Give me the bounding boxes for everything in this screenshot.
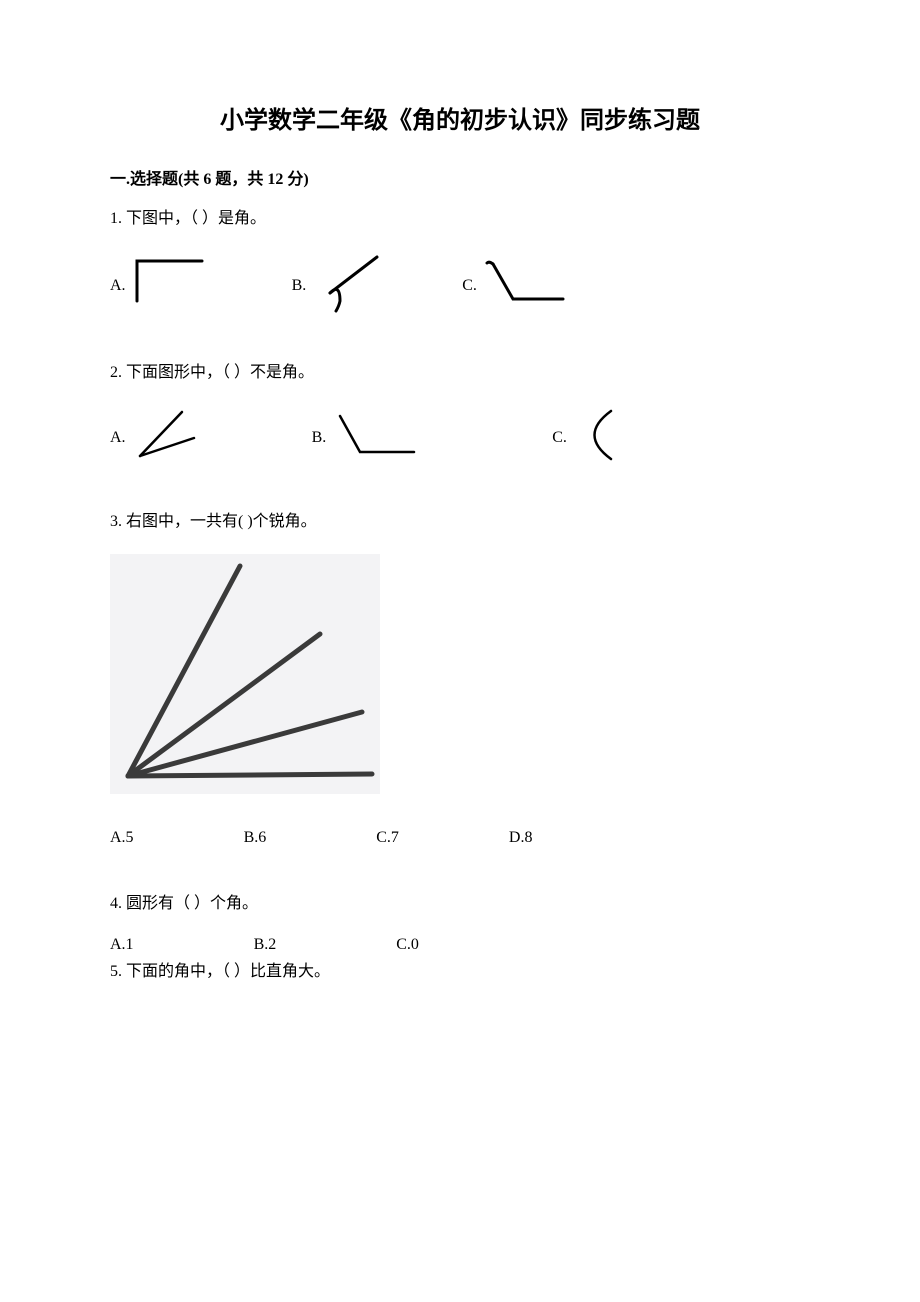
question-4-options: A.1 B.2 C.0 bbox=[110, 936, 810, 954]
q1-option-a: A. bbox=[110, 256, 212, 316]
question-1-text: 1. 下图中，（ ）是角。 bbox=[110, 207, 810, 231]
q2-shape-c-icon bbox=[573, 405, 618, 470]
q1-option-b-label: B. bbox=[292, 277, 307, 295]
q4-option-b: B.2 bbox=[254, 936, 277, 954]
question-3-text: 3. 右图中，一共有( )个锐角。 bbox=[110, 510, 810, 534]
q3-option-c: C.7 bbox=[376, 829, 399, 847]
q2-shape-b-icon bbox=[332, 410, 422, 465]
q1-option-c: C. bbox=[462, 259, 573, 314]
q1-option-c-label: C. bbox=[462, 277, 477, 295]
q3-option-a: A.5 bbox=[110, 829, 134, 847]
q2-option-b-label: B. bbox=[312, 429, 327, 447]
question-2-options: A. B. C. bbox=[110, 405, 810, 470]
fan-rays-icon bbox=[110, 554, 380, 794]
question-3-figure bbox=[110, 554, 810, 799]
question-5-text: 5. 下面的角中，（ ）比直角大。 bbox=[110, 960, 810, 984]
q4-option-a: A.1 bbox=[110, 936, 134, 954]
q2-option-b: B. bbox=[312, 410, 423, 465]
question-2-text: 2. 下面图形中，（ ）不是角。 bbox=[110, 361, 810, 385]
q2-shape-a-icon bbox=[132, 406, 202, 469]
q3-option-d: D.8 bbox=[509, 829, 533, 847]
q1-shape-a-icon bbox=[132, 256, 212, 316]
page-title: 小学数学二年级《角的初步认识》同步练习题 bbox=[110, 100, 810, 135]
question-3-options: A.5 B.6 C.7 D.8 bbox=[110, 829, 810, 847]
q2-option-a: A. bbox=[110, 406, 202, 469]
section-heading: 一.选择题(共 6 题，共 12 分) bbox=[110, 165, 810, 189]
q1-shape-b-icon bbox=[312, 251, 382, 321]
q2-option-a-label: A. bbox=[110, 429, 126, 447]
q1-option-a-label: A. bbox=[110, 277, 126, 295]
q4-option-c: C.0 bbox=[396, 936, 419, 954]
q1-shape-c-icon bbox=[483, 259, 573, 314]
q2-option-c-label: C. bbox=[552, 429, 567, 447]
question-4-text: 4. 圆形有（ ）个角。 bbox=[110, 892, 810, 916]
q1-option-b: B. bbox=[292, 251, 383, 321]
question-1-options: A. B. C. bbox=[110, 251, 810, 321]
q3-option-b: B.6 bbox=[244, 829, 267, 847]
q2-option-c: C. bbox=[552, 405, 618, 470]
